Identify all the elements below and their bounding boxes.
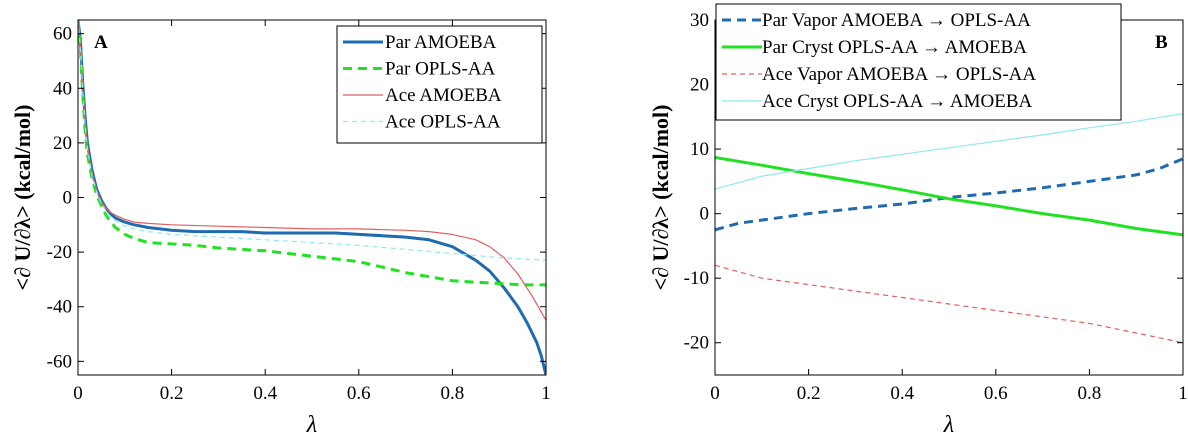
legend-entry-3: Ace Vapor AMOEBA → OPLS-AA: [762, 64, 1036, 85]
legend-entry-2: Par Cryst OPLS-AA → AMOEBA: [762, 37, 1027, 58]
x-tick-label: 0.6: [347, 383, 371, 404]
legend-entry-4: Ace Cryst OPLS-AA → AMOEBA: [762, 91, 1033, 112]
x-tick-label: 1: [1178, 383, 1188, 404]
series-line-3: [715, 264, 1183, 344]
y-axis-label: <∂ U/∂λ> (kcal/mol): [648, 105, 673, 291]
y-tick-label: -60: [47, 351, 72, 372]
x-tick-label: 0.4: [253, 383, 277, 404]
x-tick-label: 0.8: [441, 383, 465, 404]
series-group: [715, 113, 1183, 344]
x-axis-label: λ: [306, 412, 317, 438]
y-tick-label: -40: [47, 297, 72, 318]
x-tick-label: 0.8: [1078, 383, 1102, 404]
y-tick-label: 0: [700, 204, 710, 225]
legend-box: [715, 3, 1122, 121]
x-tick-label: 0.6: [984, 383, 1008, 404]
legend-entry-1: Par AMOEBA: [385, 32, 497, 53]
x-tick-label: 0.4: [890, 383, 914, 404]
panel-label: A: [94, 32, 108, 53]
legend: Par AMOEBA Par OPLS-AA Ace AMOEBA Ace OPLS-…: [336, 25, 543, 144]
legend-entry-1: Par Vapor AMOEBA → OPLS-AA: [762, 10, 1031, 31]
x-tick-label: 0.2: [797, 383, 821, 404]
series-line-2: [715, 156, 1183, 237]
y-tick-label: 30: [690, 10, 709, 31]
series-line-4: [715, 113, 1183, 190]
series-line-1: [715, 157, 1183, 232]
y-tick-label: 60: [53, 24, 72, 45]
legend-box: [336, 25, 543, 144]
legend-entry-4: Ace OPLS-AA: [385, 112, 501, 133]
y-tick-label: 10: [690, 139, 709, 160]
x-tick-label: 0.2: [160, 383, 184, 404]
x-axis-label: λ: [943, 412, 954, 438]
series-group: [78, 20, 546, 375]
chart-panel-a: 0 0.2 0.4 0.6 0.8 1 60 40 20 0 -20 -40 -60 λ <∂ U/∂λ> …: [10, 19, 551, 438]
x-tick-label: 0: [710, 383, 720, 404]
y-tick-label: -20: [684, 333, 709, 354]
y-tick-label: 20: [690, 75, 709, 96]
y-tick-label: 40: [53, 78, 72, 99]
chart-panel-b: 0 0.2 0.4 0.6 0.8 1 30 20 10 0 -10 -20 λ <∂ U/∂λ> (kc…: [648, 3, 1188, 438]
y-tick-label: -10: [684, 268, 709, 289]
series-line-4: [78, 20, 546, 261]
y-tick-label: -20: [47, 242, 72, 263]
legend-entry-3: Ace AMOEBA: [385, 85, 502, 106]
x-tick-label: 1: [541, 383, 551, 404]
legend-entry-2: Par OPLS-AA: [385, 59, 496, 80]
x-tick-label: 0: [73, 383, 83, 404]
y-tick-label: 20: [53, 133, 72, 154]
legend: Par Vapor AMOEBA → OPLS-AA Par Cryst OPLS…: [715, 3, 1122, 121]
y-axis-label: <∂ U/∂λ> (kcal/mol): [10, 105, 35, 291]
y-tick-label: 0: [63, 188, 73, 209]
panel-label: B: [1155, 32, 1168, 53]
